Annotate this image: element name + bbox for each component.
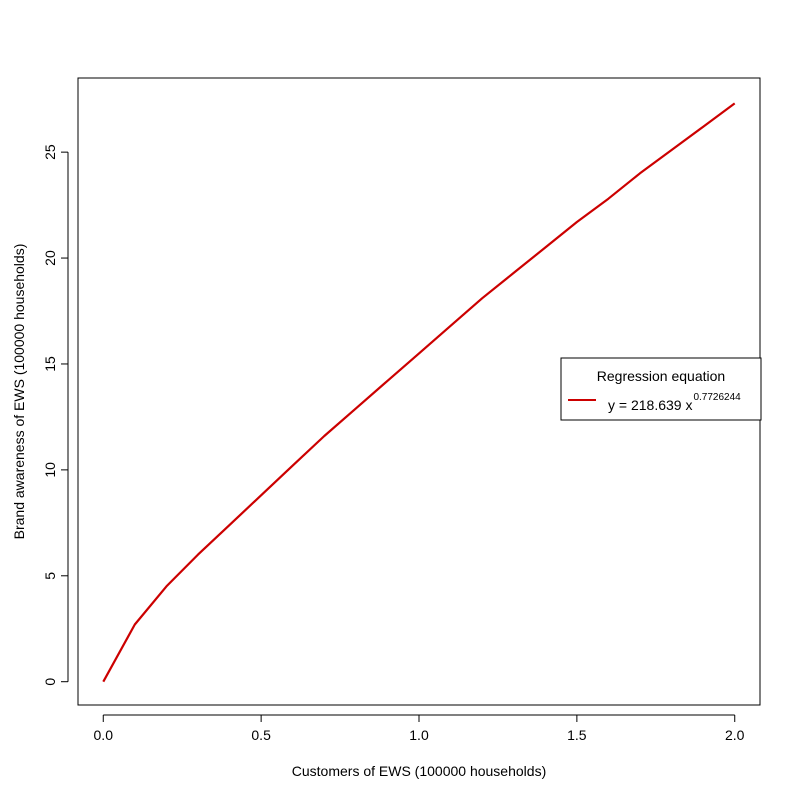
legend-title: Regression equation [597, 368, 725, 384]
x-tick-label: 0.0 [94, 727, 114, 743]
legend-box [560, 357, 762, 421]
x-axis: 0.0 0.5 1.0 1.5 2.0 [94, 714, 745, 743]
legend: Regression equation y = 218.639 x 0.7726… [560, 357, 762, 421]
y-tick-label: 10 [42, 462, 58, 478]
series-line [102, 102, 736, 683]
legend-label-exponent: 0.7726244 [693, 392, 741, 403]
y-tick-label: 20 [42, 250, 58, 266]
y-axis-label: Brand awareness of EWS (100000 household… [11, 244, 27, 540]
y-tick-label: 15 [42, 356, 58, 372]
x-axis-label: Customers of EWS (100000 households) [292, 763, 546, 779]
y-tick-label: 25 [42, 144, 58, 160]
series-layer [102, 102, 736, 683]
y-axis: 0 5 10 15 20 25 [42, 144, 69, 686]
x-tick-label: 0.5 [251, 727, 271, 743]
x-tick-label: 1.0 [409, 727, 429, 743]
x-tick-label: 1.5 [567, 727, 587, 743]
legend-label: y = 218.639 x [608, 397, 692, 413]
x-tick-label: 2.0 [725, 727, 745, 743]
y-tick-label: 0 [42, 678, 58, 686]
y-tick-label: 5 [42, 572, 58, 580]
